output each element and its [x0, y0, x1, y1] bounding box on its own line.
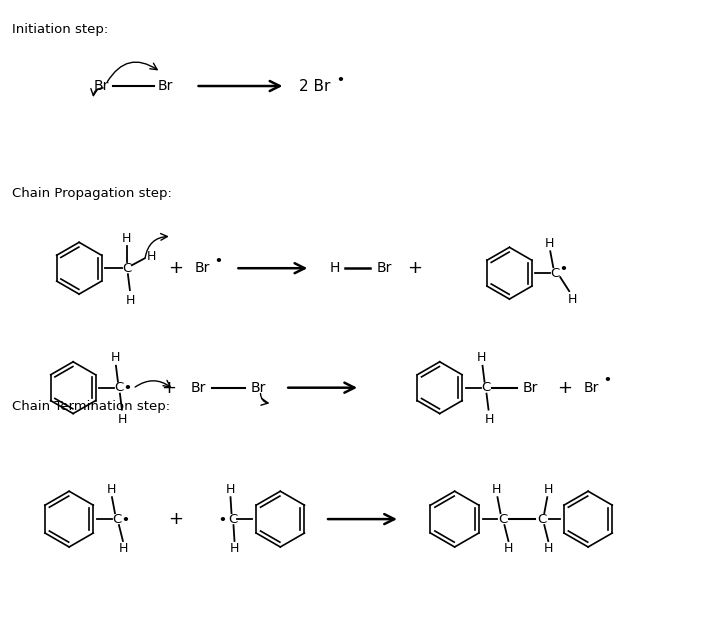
Text: Br: Br	[195, 261, 210, 275]
Text: C: C	[112, 513, 122, 526]
Text: H: H	[118, 413, 127, 426]
Text: Br: Br	[583, 380, 599, 394]
Text: H: H	[504, 542, 513, 556]
Text: Br: Br	[377, 261, 392, 275]
Text: Br: Br	[94, 79, 109, 93]
Text: C: C	[538, 513, 547, 526]
Text: +: +	[557, 379, 572, 397]
Text: H: H	[120, 542, 129, 556]
Text: H: H	[230, 542, 239, 556]
Text: H: H	[226, 483, 235, 495]
Text: +: +	[168, 510, 183, 528]
Text: C: C	[114, 381, 124, 394]
Text: H: H	[544, 237, 554, 250]
Text: Chain Termination step:: Chain Termination step:	[12, 399, 171, 413]
Text: H: H	[485, 413, 494, 426]
Text: C: C	[481, 381, 490, 394]
Text: •: •	[123, 382, 131, 395]
Text: C: C	[498, 513, 507, 526]
Text: •: •	[603, 374, 611, 387]
Text: H: H	[544, 542, 553, 556]
Text: Br: Br	[191, 380, 207, 394]
Text: Br: Br	[158, 79, 174, 93]
Text: H: H	[330, 261, 341, 275]
Text: Initiation step:: Initiation step:	[12, 23, 109, 36]
Text: H: H	[126, 294, 135, 307]
Text: H: H	[107, 483, 116, 495]
Text: C: C	[228, 513, 237, 526]
Text: H: H	[122, 232, 132, 245]
Text: Chain Propagation step:: Chain Propagation step:	[12, 186, 172, 200]
Text: Br: Br	[251, 380, 266, 394]
Text: C: C	[122, 262, 132, 275]
Text: +: +	[168, 259, 183, 277]
Text: H: H	[110, 351, 120, 364]
Text: Br: Br	[523, 380, 538, 394]
Text: •: •	[215, 255, 222, 268]
Text: •: •	[219, 514, 227, 526]
Text: +: +	[408, 259, 423, 277]
Text: C: C	[551, 267, 560, 280]
Text: •: •	[559, 263, 567, 276]
Text: H: H	[544, 483, 553, 495]
Text: 2 Br: 2 Br	[300, 78, 331, 94]
Text: •: •	[121, 514, 129, 526]
Text: H: H	[477, 351, 486, 364]
Text: H: H	[492, 483, 501, 495]
Text: H: H	[567, 293, 577, 306]
Text: H: H	[147, 250, 156, 263]
Text: +: +	[161, 379, 176, 397]
Text: •: •	[336, 73, 344, 87]
